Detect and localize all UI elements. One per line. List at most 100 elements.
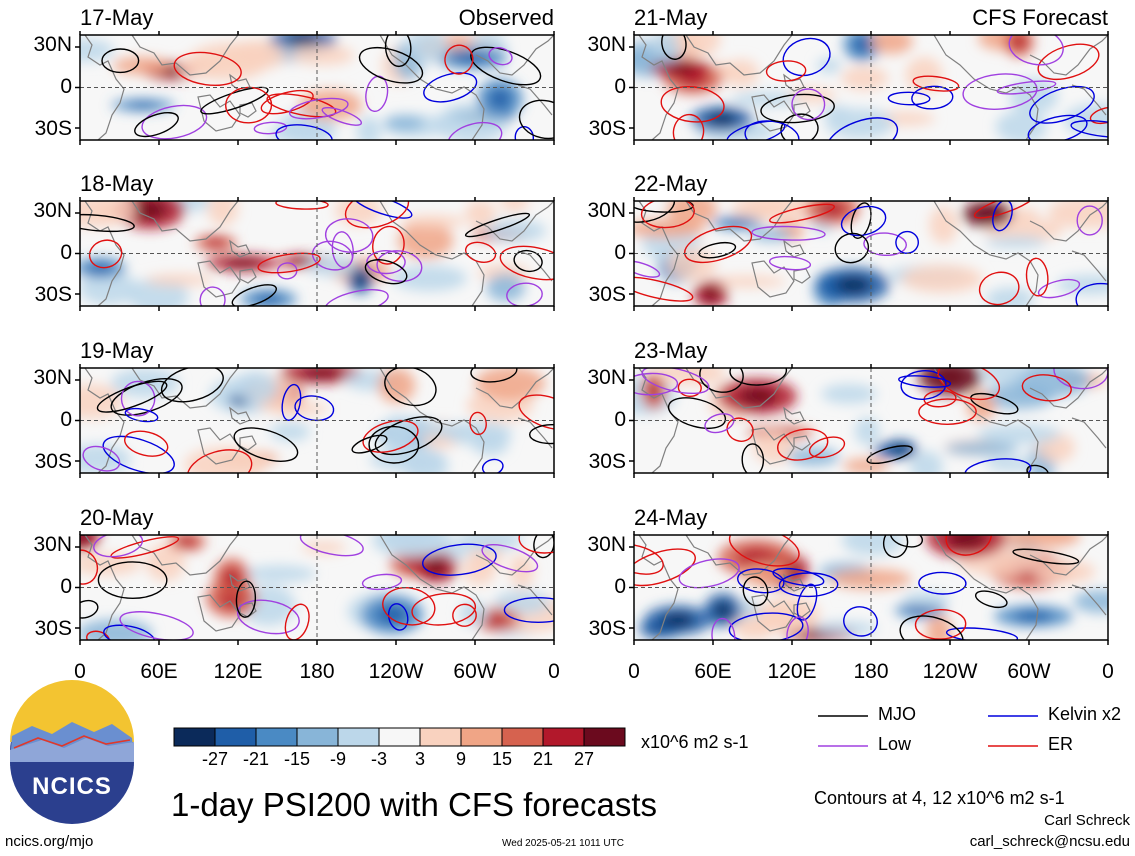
lon-tick-label: 120W — [922, 660, 978, 683]
lon-tick-label: 180 — [853, 660, 889, 683]
lat-tick-label: 30N — [33, 199, 72, 222]
colorbar-swatch — [296, 727, 339, 747]
map-panel-18-May — [75, 197, 555, 311]
lat-tick-label: 0 — [60, 75, 72, 98]
observed-label: Observed — [458, 5, 554, 30]
lat-tick-label: 0 — [60, 241, 72, 264]
colorbar-tick-label: 27 — [573, 749, 595, 769]
legend-label-kelvin-x2: Kelvin x2 — [1048, 704, 1122, 724]
lat-tick-label: 0 — [60, 408, 72, 431]
lon-tick-label: 60W — [453, 660, 497, 683]
panel-date: 22-May — [634, 171, 708, 196]
lat-tick-label: 0 — [60, 575, 72, 598]
colorbar-tick-label: 3 — [414, 749, 425, 769]
panel-date: 21-May — [634, 5, 708, 30]
lat-tick-label: 30N — [587, 199, 626, 222]
ncics-logo: NCICS — [10, 680, 134, 824]
coastlines — [638, 535, 1108, 640]
lat-tick-label: 30S — [34, 617, 72, 640]
map-panel-24-May — [629, 531, 1109, 645]
panel-date: 18-May — [80, 171, 154, 196]
colorbar-swatch — [501, 727, 544, 747]
colorbar-swatch — [337, 727, 380, 747]
footer-timestamp: Wed 2025-05-21 1011 UTC — [502, 838, 624, 849]
figure-title: 1-day PSI200 with CFS forecasts — [171, 786, 658, 823]
coastlines — [638, 201, 1108, 306]
lat-tick-label: 30S — [34, 283, 72, 306]
colorbar-tick-label: -9 — [329, 749, 346, 769]
map-panel-17-May — [75, 31, 555, 145]
lat-tick-label: 30N — [587, 33, 626, 56]
coastlines — [84, 35, 554, 140]
panel-date: 19-May — [80, 338, 154, 363]
colorbar-swatch — [255, 727, 298, 747]
footer-url: ncics.org/mjo — [5, 833, 94, 850]
panel-date: 20-May — [80, 505, 154, 530]
legend-label-er: ER — [1048, 734, 1074, 754]
colorbar-tick-label: -3 — [370, 749, 387, 769]
colorbar-units: x10^6 m2 s-1 — [641, 732, 749, 752]
lon-tick-label: 0 — [1102, 660, 1114, 683]
colorbar-swatch — [214, 727, 257, 747]
colorbar-swatch — [378, 727, 421, 747]
colorbar-tick-label: 21 — [532, 749, 554, 769]
colorbar-tick-label: -15 — [283, 749, 310, 769]
legend-label-mjo: MJO — [878, 704, 916, 724]
lat-tick-label: 30N — [587, 533, 626, 556]
lat-tick-label: 30N — [587, 366, 626, 389]
psi200-shading — [80, 201, 546, 306]
lon-tick-label: 180 — [299, 660, 335, 683]
lon-tick-label: 0 — [74, 660, 86, 683]
colorbar-swatch — [583, 727, 626, 747]
map-panel-21-May — [629, 31, 1109, 145]
colorbar — [173, 727, 626, 747]
lon-tick-label: 60E — [694, 660, 732, 683]
lat-tick-label: 0 — [614, 75, 626, 98]
lon-tick-label: 0 — [548, 660, 560, 683]
map-panel-23-May — [629, 364, 1109, 478]
coastlines — [84, 201, 554, 306]
colorbar-swatch — [419, 727, 462, 747]
lon-tick-label: 120E — [213, 660, 263, 683]
legend-label-low: Low — [878, 734, 912, 754]
lon-tick-label: 0 — [628, 660, 640, 683]
author-email: carl_schreck@ncsu.edu — [969, 833, 1130, 850]
lat-tick-label: 30S — [34, 450, 72, 473]
map-panel-19-May — [75, 364, 555, 478]
lon-tick-label: 60W — [1007, 660, 1051, 683]
colorbar-tick-label: -21 — [242, 749, 269, 769]
lon-tick-label: 120W — [368, 660, 424, 683]
panel-date: 23-May — [634, 338, 708, 363]
colorbar-swatch — [173, 727, 216, 747]
panel-date: 24-May — [634, 505, 708, 530]
lat-tick-label: 30N — [33, 33, 72, 56]
wave-contours — [634, 535, 1080, 640]
forecast-label: CFS Forecast — [972, 5, 1108, 30]
lat-tick-label: 0 — [614, 408, 626, 431]
wave-contours — [80, 201, 554, 306]
wave-contours — [660, 35, 1108, 140]
map-panel-20-May — [75, 531, 555, 645]
colorbar-tick-label: 9 — [455, 749, 466, 769]
lat-tick-label: 30S — [588, 617, 626, 640]
lat-tick-label: 30N — [33, 533, 72, 556]
author-name: Carl Schreck — [1044, 812, 1130, 829]
logo-text: NCICS — [32, 773, 112, 800]
colorbar-tick-label: -27 — [201, 749, 228, 769]
map-panel-22-May — [629, 197, 1109, 311]
colorbar-swatch — [542, 727, 585, 747]
lat-tick-label: 30N — [33, 366, 72, 389]
colorbar-swatch — [460, 727, 503, 747]
lon-tick-label: 60E — [140, 660, 178, 683]
colorbar-tick-label: 15 — [491, 749, 513, 769]
lat-tick-label: 30S — [588, 283, 626, 306]
lat-tick-label: 30S — [34, 117, 72, 140]
panel-date: 17-May — [80, 5, 154, 30]
lat-tick-label: 30S — [588, 450, 626, 473]
lon-tick-label: 120E — [767, 660, 817, 683]
wave-contours — [101, 35, 554, 140]
contour-note: Contours at 4, 12 x10^6 m2 s-1 — [814, 788, 1065, 808]
lat-tick-label: 0 — [614, 241, 626, 264]
psi200-shading — [634, 35, 1108, 140]
